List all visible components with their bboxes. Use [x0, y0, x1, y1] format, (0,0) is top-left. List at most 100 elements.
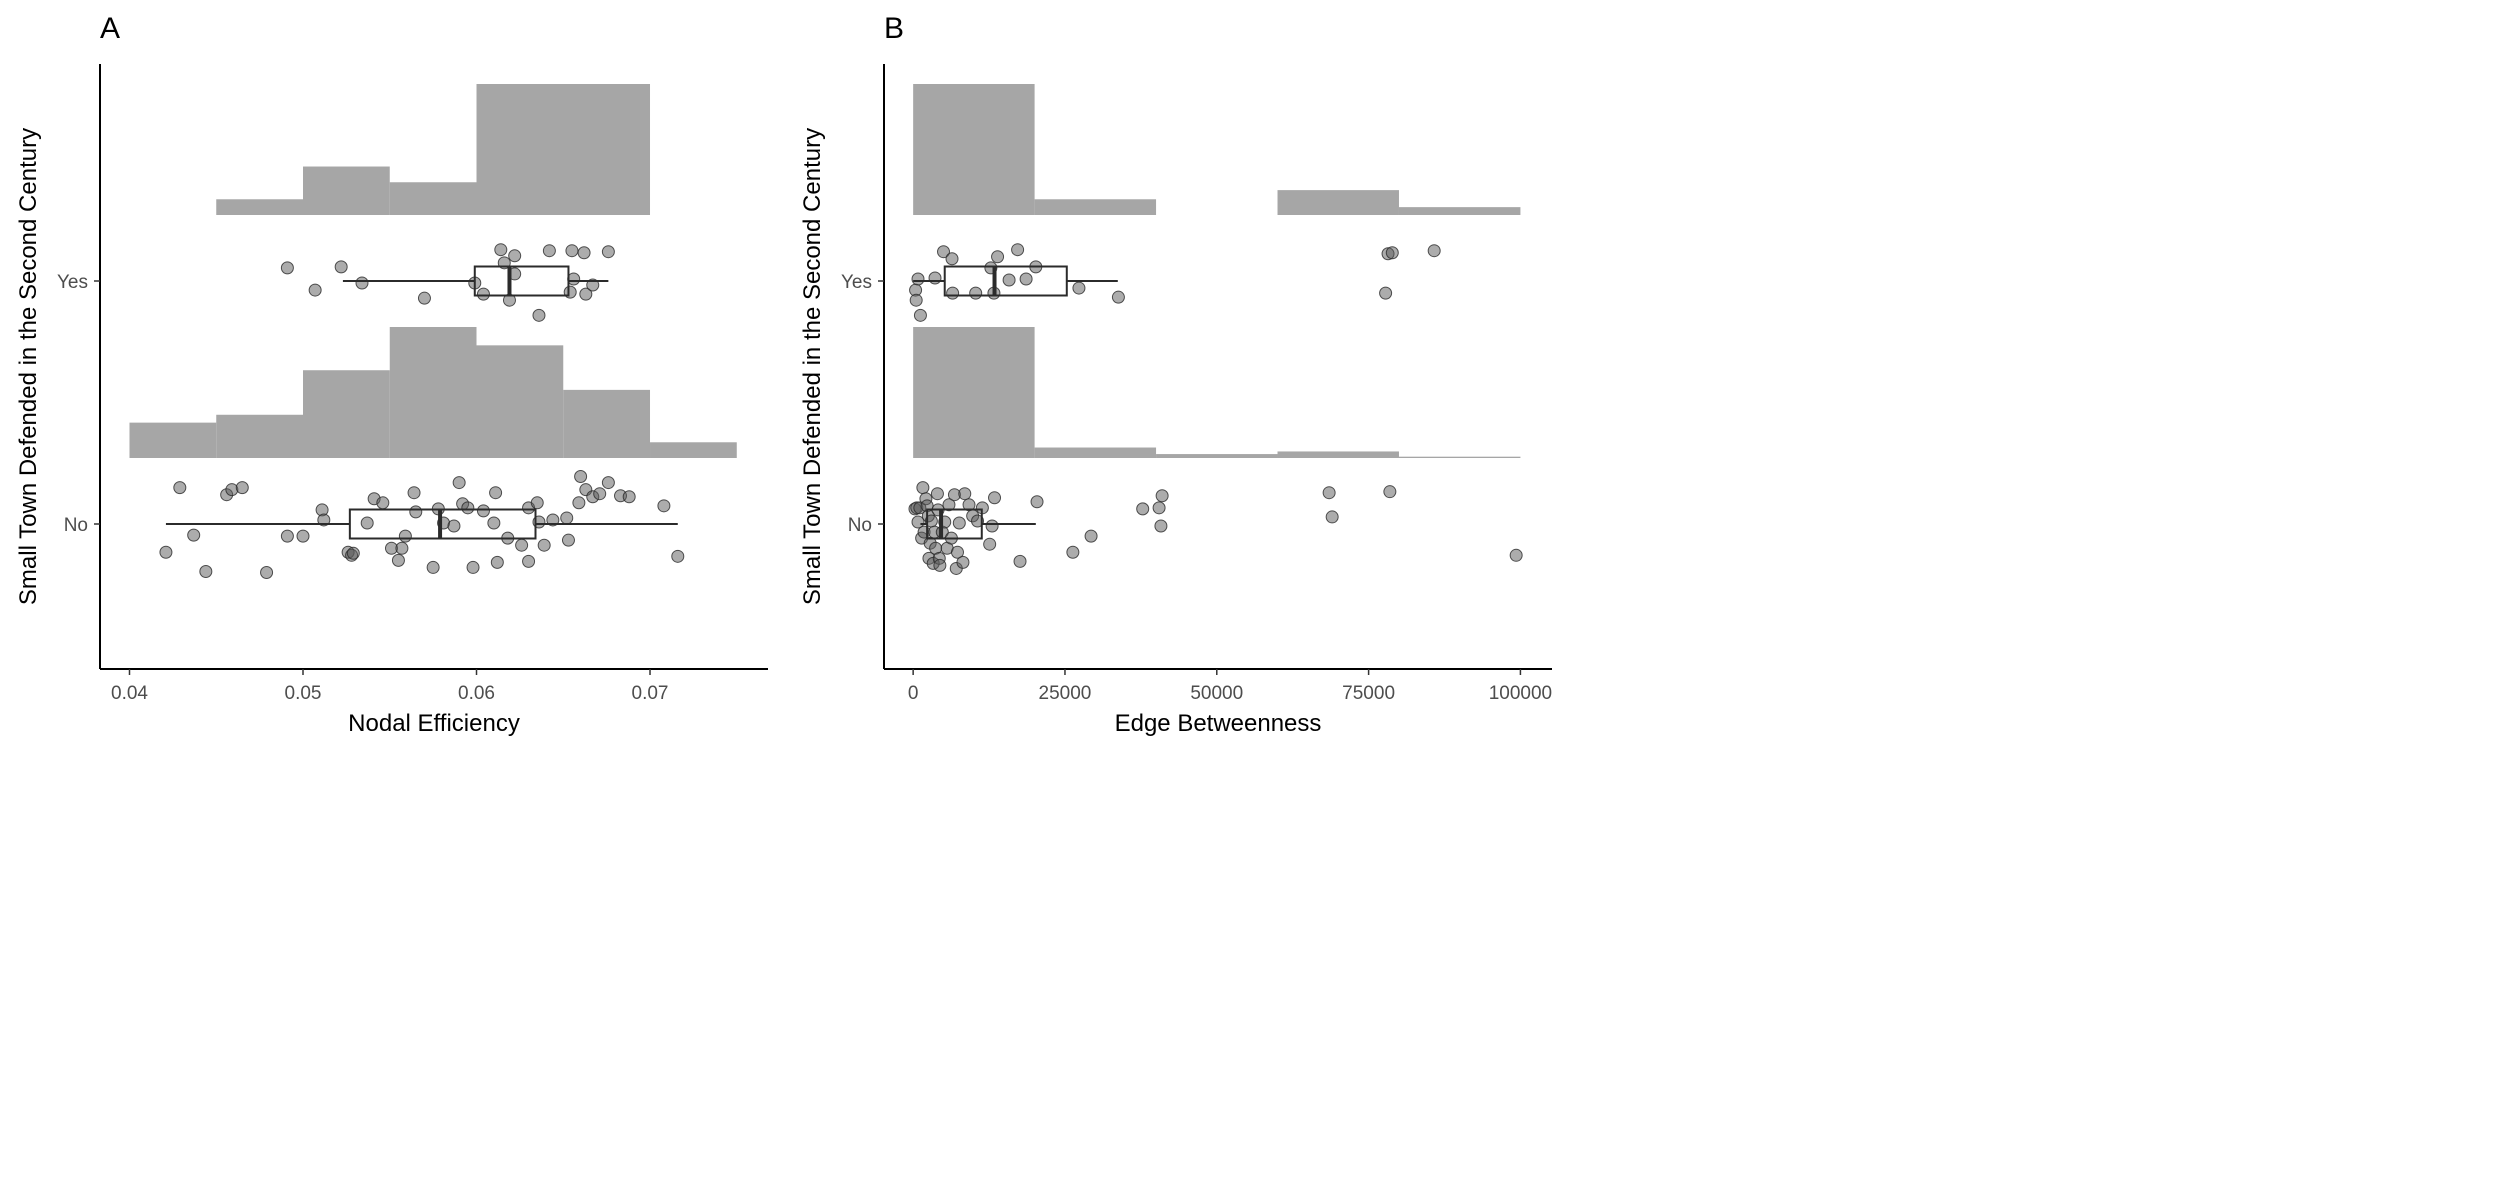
histogram-bar	[913, 84, 1035, 215]
data-point	[567, 272, 581, 286]
data-point	[199, 564, 213, 578]
data-point	[930, 487, 944, 501]
data-point	[561, 533, 575, 547]
data-point	[593, 487, 607, 501]
data-point	[916, 481, 930, 495]
data-point	[971, 514, 985, 528]
data-point	[1155, 489, 1169, 503]
boxplot-box	[473, 265, 570, 297]
x-tick-label: 0.04	[111, 683, 148, 704]
histogram-bar	[216, 414, 304, 458]
data-point	[671, 549, 685, 563]
boxplot-box	[943, 265, 1068, 297]
histogram-bar	[389, 327, 477, 458]
data-point	[1509, 548, 1523, 562]
data-point	[355, 276, 369, 290]
data-point	[409, 505, 423, 519]
x-tick-label: 0.06	[458, 683, 495, 704]
data-point	[933, 558, 947, 572]
data-point	[579, 287, 593, 301]
data-point	[1152, 501, 1166, 515]
data-point	[489, 486, 503, 500]
group-no	[129, 327, 737, 579]
data-point	[426, 560, 440, 574]
data-point	[601, 245, 615, 259]
y-tick-label: Yes	[841, 272, 872, 293]
data-point	[942, 498, 956, 512]
data-point	[532, 308, 546, 322]
x-axis-title: Nodal Efficiency	[348, 710, 520, 737]
data-point	[1011, 243, 1025, 257]
data-point	[395, 541, 409, 555]
histogram-bar	[1398, 456, 1521, 458]
data-point	[1013, 554, 1027, 568]
boxplot-box	[348, 508, 537, 540]
data-point	[542, 244, 556, 258]
data-point	[280, 261, 294, 275]
data-point	[1084, 529, 1098, 543]
histogram-bar	[476, 345, 564, 458]
data-point	[946, 286, 960, 300]
histogram-bar	[1034, 447, 1157, 458]
y-tick-label: No	[848, 515, 872, 536]
data-point	[417, 291, 431, 305]
data-point	[1030, 495, 1044, 509]
data-point	[622, 490, 636, 504]
data-point	[1322, 486, 1336, 500]
data-point	[376, 496, 390, 510]
data-point	[490, 555, 504, 569]
data-point	[334, 260, 348, 274]
y-axis-title: Small Town Defended in the Second Centur…	[15, 128, 42, 605]
data-point	[991, 250, 1005, 264]
data-point	[452, 476, 466, 490]
data-point	[945, 252, 959, 266]
data-point	[466, 560, 480, 574]
data-point	[937, 245, 951, 259]
data-point	[447, 519, 461, 533]
data-point	[565, 244, 579, 258]
x-tick-label: 0.05	[285, 683, 322, 704]
data-point	[1111, 290, 1125, 304]
histogram-bar	[1156, 454, 1278, 458]
data-point	[913, 308, 927, 322]
data-point	[952, 516, 966, 530]
data-point	[1154, 519, 1168, 533]
histogram-bar	[303, 370, 390, 458]
data-point	[1136, 502, 1150, 516]
histogram-bar	[129, 422, 217, 458]
y-tick-label: No	[64, 515, 88, 536]
data-point	[260, 565, 274, 579]
data-point	[988, 491, 1002, 505]
data-point	[308, 283, 322, 297]
data-point	[586, 278, 600, 292]
data-point	[909, 293, 923, 307]
data-point	[1385, 246, 1399, 260]
data-point	[317, 513, 331, 527]
data-point	[546, 513, 560, 527]
data-point	[508, 249, 522, 263]
histogram-bar	[1034, 199, 1157, 215]
data-point	[1072, 281, 1086, 295]
histogram-bar	[650, 442, 737, 458]
data-point	[530, 496, 544, 510]
panel-tag: B	[884, 12, 904, 45]
histogram-bar	[216, 199, 304, 215]
histogram-bar	[1277, 190, 1399, 215]
histogram-bar	[389, 182, 477, 215]
histogram-bar	[913, 327, 1035, 458]
figure: A Small Town Defended in the Second Centu…	[15, 12, 1552, 737]
data-point	[911, 272, 925, 286]
data-point	[1325, 510, 1339, 524]
data-point	[159, 545, 173, 559]
data-point	[657, 499, 671, 513]
panel-tag: A	[100, 12, 120, 45]
data-point	[494, 243, 508, 257]
data-point	[956, 555, 970, 569]
histogram-bar	[476, 84, 651, 215]
data-point	[983, 537, 997, 551]
data-point	[958, 487, 972, 501]
panel-b: B Small Town Defended in the Second Centu…	[799, 12, 1552, 737]
x-tick-label: 50000	[1190, 683, 1243, 704]
histogram-bar	[563, 389, 651, 458]
y-tick-label: Yes	[57, 272, 88, 293]
